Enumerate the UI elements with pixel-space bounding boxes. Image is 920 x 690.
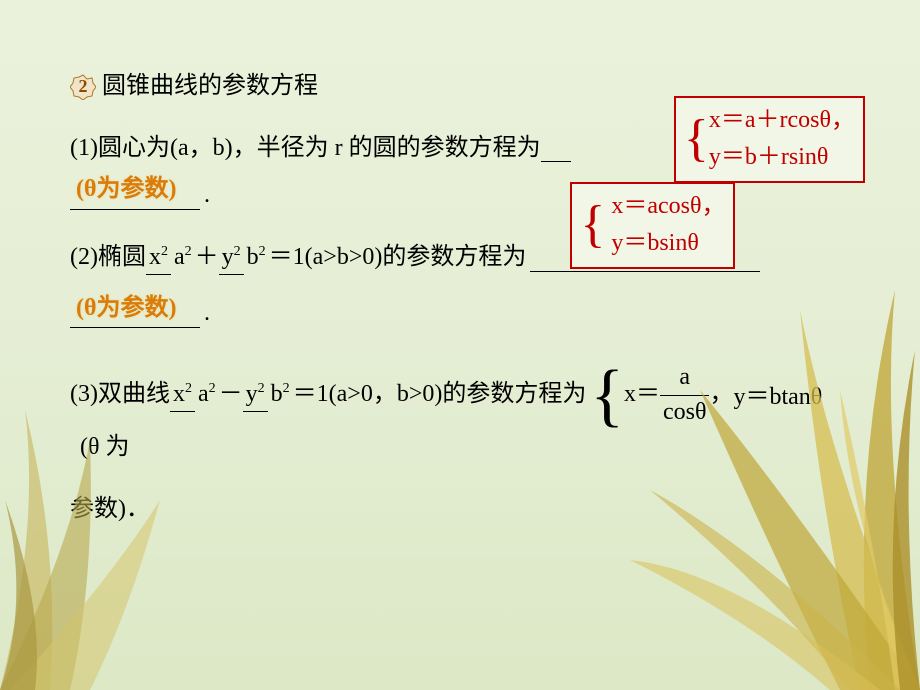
- item3-ans-frac: a cosθ: [660, 361, 710, 429]
- grass-right-icon: [500, 270, 920, 690]
- section-title: 圆锥曲线的参数方程: [102, 70, 318, 104]
- item2-answer-box: { x＝acosθ， y＝bsinθ: [570, 182, 735, 269]
- item2-frac1: x2 a2: [146, 241, 195, 276]
- item2-end: .: [204, 297, 210, 331]
- item1-note-row: (θ为参数) .: [70, 179, 860, 213]
- item2-ans-line1: x＝acosθ，: [611, 188, 725, 226]
- item3-mid: －: [219, 378, 243, 412]
- badge-icon: 2: [70, 74, 96, 100]
- badge-number: 2: [79, 74, 88, 99]
- item2-frac2: y2 b2: [219, 241, 269, 276]
- item1-answer-box: { x＝a＋rcosθ， y＝b＋rsinθ: [674, 96, 865, 183]
- item2-ans-line2: y＝bsinθ: [611, 225, 725, 263]
- item3-cont-row: 参数)．: [70, 493, 860, 527]
- item2-prefix-a: (2)椭圆: [70, 241, 146, 275]
- item2-note: (θ为参数): [76, 292, 177, 326]
- item3-frac1: x2 a2: [170, 378, 219, 413]
- item2-mid: ＋: [195, 241, 219, 275]
- item1-end: .: [204, 179, 210, 213]
- item3-tail: (θ 为: [80, 431, 130, 465]
- open-brace-icon: {: [590, 364, 624, 427]
- item-3: (3)双曲线 x2 a2 － y2 b2 ＝1(a>0，b>0)的参数方程为 {…: [70, 359, 860, 465]
- item3-prefix-a: (3)双曲线: [70, 378, 170, 412]
- item1-ans-line1: x＝a＋rcosθ，: [709, 102, 855, 140]
- item2-prefix-b: ＝1(a>b>0)的参数方程为: [269, 241, 527, 275]
- item-1: (1)圆心为(a，b)，半径为 r 的圆的参数方程为 { x＝a＋rcosθ， …: [70, 132, 860, 166]
- item3-frac2: y2 b2: [243, 378, 293, 413]
- item-2: (2)椭圆 x2 a2 ＋ y2 b2 ＝1(a>b>0)的参数方程为 { x＝…: [70, 241, 860, 276]
- item1-ans-line2: y＝b＋rsinθ: [709, 139, 855, 177]
- item1-prefix: (1)圆心为(a，b)，半径为 r 的圆的参数方程为: [70, 132, 541, 166]
- item1-note: (θ为参数): [76, 173, 177, 207]
- item3-prefix-b: ＝1(a>0，b>0)的参数方程为: [293, 378, 587, 412]
- item3-brace-content: x＝ a cosθ ， y＝btanθ: [624, 359, 822, 431]
- item2-note-row: (θ为参数) .: [70, 297, 860, 331]
- item3-cont: 参数)．: [70, 493, 150, 527]
